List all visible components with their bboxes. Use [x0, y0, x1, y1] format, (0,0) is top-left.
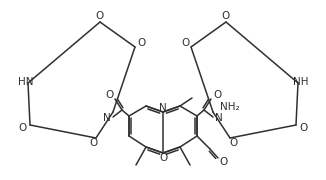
Text: O: O — [137, 38, 145, 48]
Text: N: N — [215, 113, 223, 123]
Text: NH: NH — [292, 77, 308, 87]
Text: O: O — [89, 138, 97, 148]
Text: N: N — [103, 113, 111, 123]
Text: O: O — [96, 11, 104, 21]
Text: HN: HN — [18, 77, 34, 87]
Text: O: O — [229, 138, 237, 148]
Text: O: O — [159, 153, 167, 163]
Text: O: O — [105, 90, 113, 100]
Text: O: O — [18, 123, 26, 133]
Text: NH₂: NH₂ — [220, 102, 240, 112]
Text: O: O — [300, 123, 308, 133]
Text: O: O — [219, 157, 227, 167]
Text: O: O — [222, 11, 230, 21]
Text: O: O — [181, 38, 189, 48]
Text: N: N — [159, 103, 167, 113]
Text: O: O — [213, 90, 221, 100]
